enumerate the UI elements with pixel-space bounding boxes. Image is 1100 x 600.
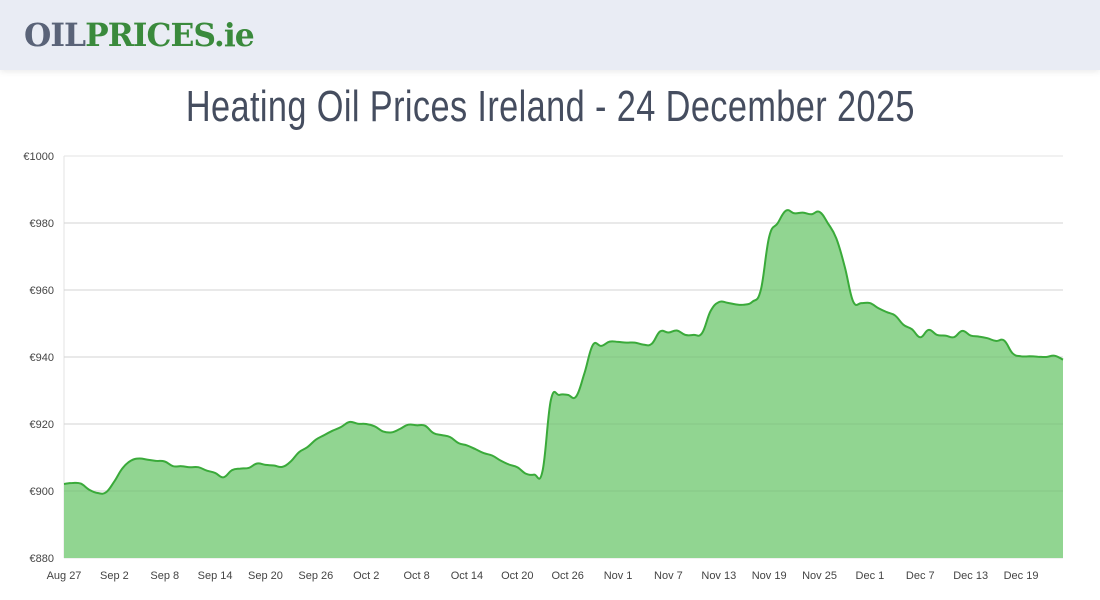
- x-tick-label: Oct 2: [353, 570, 379, 582]
- x-tick-label: Nov 13: [701, 570, 736, 582]
- logo-prices: PRICES.ie: [85, 16, 255, 54]
- x-tick-label: Oct 26: [551, 570, 583, 582]
- page-title-text: Heating Oil Prices Ireland - 24 December…: [185, 82, 915, 131]
- y-tick-label: €960: [30, 285, 54, 297]
- y-tick-label: €900: [30, 486, 54, 498]
- x-tick-label: Dec 13: [953, 570, 988, 582]
- x-tick-label: Oct 20: [501, 570, 533, 582]
- x-tick-label: Nov 7: [654, 570, 683, 582]
- x-tick-label: Nov 1: [604, 570, 633, 582]
- y-tick-label: €1000: [23, 151, 54, 163]
- y-tick-label: €940: [30, 352, 54, 364]
- x-tick-label: Aug 27: [47, 570, 82, 582]
- page-title: Heating Oil Prices Ireland - 24 December…: [0, 82, 1100, 132]
- site-logo[interactable]: OILPRICES.ie: [24, 16, 255, 54]
- x-tick-label: Sep 2: [100, 570, 129, 582]
- x-tick-label: Sep 20: [248, 570, 283, 582]
- logo-oil: OIL: [24, 16, 86, 54]
- x-tick-label: Sep 8: [150, 570, 179, 582]
- x-tick-label: Sep 26: [298, 570, 333, 582]
- x-tick-label: Dec 7: [906, 570, 935, 582]
- x-tick-label: Dec 1: [856, 570, 885, 582]
- x-tick-label: Oct 8: [403, 570, 429, 582]
- x-tick-label: Sep 14: [198, 570, 233, 582]
- x-tick-label: Nov 19: [752, 570, 787, 582]
- x-tick-label: Dec 19: [1004, 570, 1039, 582]
- x-tick-label: Oct 14: [451, 570, 483, 582]
- price-line: [63, 209, 1064, 495]
- y-tick-label: €920: [30, 419, 54, 431]
- price-area: [64, 210, 1063, 559]
- y-tick-label: €980: [30, 218, 54, 230]
- y-tick-label: €880: [30, 553, 54, 565]
- x-tick-label: Nov 25: [802, 570, 837, 582]
- site-header: OILPRICES.ie: [0, 0, 1100, 70]
